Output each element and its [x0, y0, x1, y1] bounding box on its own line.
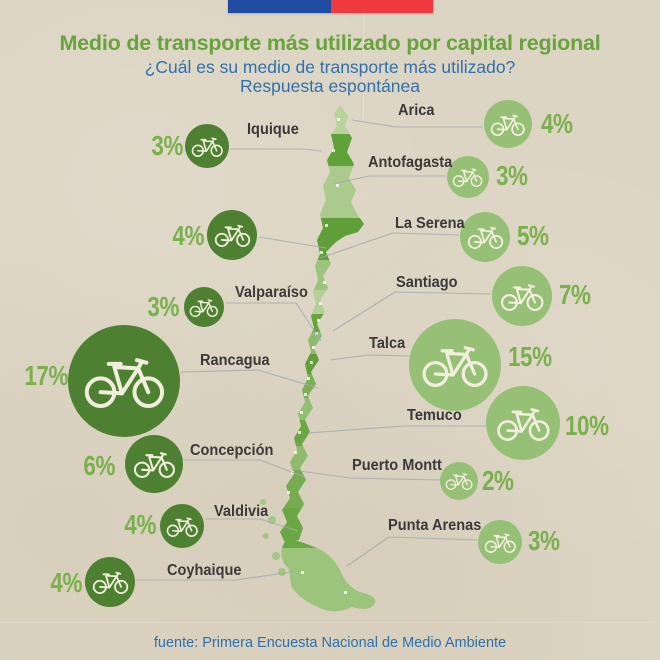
- bicycle-bubble-punta-arenas: [478, 520, 522, 564]
- connector-punta-arenas: [346, 536, 478, 567]
- bicycle-icon: [445, 473, 473, 491]
- pct-value-puerto-montt: 2%: [482, 465, 514, 496]
- bicycle-icon: [166, 517, 198, 537]
- bicycle-bubble-la-serena: [460, 212, 510, 262]
- source-note: fuente: Primera Encuesta Nacional de Med…: [153, 635, 507, 651]
- pct-value-punta-arenas: 3%: [528, 525, 560, 556]
- bicycle-icon: [496, 407, 550, 441]
- paper-crease-horizontal: [0, 620, 660, 623]
- connector-antofagasta: [332, 175, 446, 185]
- connector-valparaiso: [226, 302, 322, 342]
- pct-value-talca: 15%: [508, 341, 552, 372]
- bicycle-bubble-puerto-montt: [440, 462, 478, 500]
- bicycle-bubble-temuco: [486, 386, 560, 460]
- bicycle-icon: [191, 137, 223, 157]
- connector-puerto-montt: [299, 470, 441, 481]
- bicycle-bubble-rancagua: [68, 325, 180, 437]
- bicycle-icon: [214, 224, 250, 248]
- bicycle-icon: [484, 533, 516, 553]
- connector-talca: [329, 354, 410, 361]
- city-label-arica: Arica: [398, 102, 435, 119]
- city-label-coyhaique: Coyhaique: [167, 562, 242, 579]
- connector-temuco: [307, 425, 486, 434]
- connector-unlabeled: [258, 236, 327, 249]
- pct-value-coyhaique: 4%: [50, 567, 82, 598]
- city-label-la-serena: La Serena: [395, 215, 465, 232]
- connector-iquique: [230, 148, 323, 152]
- pct-value-temuco: 10%: [565, 410, 609, 441]
- connector-coyhaique: [136, 571, 292, 581]
- city-label-concepcion: Concepción: [190, 442, 274, 459]
- bicycle-bubble-valparaiso: [184, 287, 224, 327]
- pct-value-unlabeled: 4%: [172, 220, 204, 251]
- bicycle-icon: [453, 168, 483, 188]
- bicycle-bubble-valdivia: [160, 504, 204, 548]
- pct-value-valparaiso: 3%: [147, 291, 179, 322]
- connector-la-serena: [319, 232, 460, 259]
- paper-crease-vertical: [361, 0, 364, 118]
- bicycle-icon: [500, 283, 544, 311]
- bicycle-icon: [490, 114, 525, 136]
- city-label-santiago: Santiago: [396, 274, 458, 291]
- pct-value-rancagua: 17%: [24, 360, 68, 391]
- chile-flag-banner: [228, 0, 433, 13]
- city-label-valdivia: Valdivia: [214, 503, 269, 520]
- bicycle-bubble-coyhaique: [85, 557, 135, 607]
- city-label-punta-arenas: Punta Arenas: [388, 517, 482, 534]
- bicycle-bubble-antofagasta: [447, 156, 489, 198]
- page-title: Medio de transporte más utilizado por ca…: [59, 31, 601, 55]
- connector-valdivia: [205, 518, 299, 532]
- subtitle-question: ¿Cuál es su medio de transporte más util…: [144, 57, 516, 77]
- city-label-antofagasta: Antofagasta: [368, 154, 453, 171]
- pct-value-valdivia: 4%: [124, 509, 156, 540]
- pct-value-arica: 4%: [541, 108, 573, 139]
- bicycle-bubble-santiago: [492, 266, 552, 326]
- region-capital-dots: [287, 118, 347, 594]
- city-label-iquique: Iquique: [247, 121, 299, 138]
- city-label-valparaiso: Valparaíso: [235, 284, 308, 301]
- bicycle-bubble-talca: [409, 319, 501, 411]
- bicycle-bubble-arica: [484, 100, 532, 148]
- patagonia-islands: [260, 499, 286, 576]
- bicycle-icon: [92, 571, 128, 595]
- pct-value-santiago: 7%: [559, 279, 591, 310]
- bicycle-bubble-iquique: [185, 124, 229, 168]
- bicycle-bubble-concepcion: [125, 435, 183, 493]
- bicycle-icon: [189, 298, 219, 317]
- city-label-temuco: Temuco: [407, 407, 462, 424]
- connector-arica: [351, 119, 483, 128]
- bicycle-icon: [84, 358, 164, 409]
- pct-value-concepcion: 6%: [83, 450, 115, 481]
- city-label-talca: Talca: [369, 335, 406, 352]
- connector-santiago: [332, 291, 492, 332]
- bicycle-icon: [133, 452, 175, 479]
- bicycle-icon: [422, 346, 488, 388]
- pct-value-antofagasta: 3%: [496, 160, 528, 191]
- bicycle-bubble-unlabeled: [207, 210, 257, 260]
- pct-value-iquique: 3%: [151, 130, 183, 161]
- connector-concepcion: [184, 459, 306, 478]
- city-label-rancagua: Rancagua: [200, 352, 270, 369]
- subtitle-note: Respuesta espontánea: [240, 76, 420, 96]
- connector-rancagua: [180, 369, 319, 389]
- city-label-puerto-montt: Puerto Montt: [352, 457, 442, 474]
- bicycle-icon: [467, 226, 503, 250]
- pct-value-la-serena: 5%: [517, 220, 549, 251]
- flag-red-stripe: [330, 0, 433, 13]
- flag-blue-stripe: [228, 0, 331, 13]
